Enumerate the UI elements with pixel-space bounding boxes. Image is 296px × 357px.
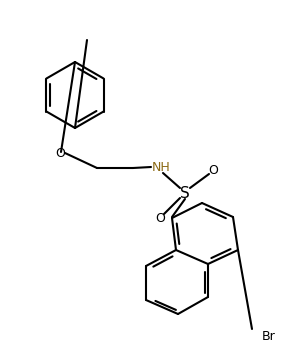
Text: NH: NH — [152, 161, 171, 174]
Text: Br: Br — [262, 331, 276, 343]
Text: O: O — [155, 211, 165, 225]
Text: O: O — [208, 164, 218, 176]
Text: O: O — [55, 146, 65, 160]
Text: S: S — [180, 186, 190, 201]
